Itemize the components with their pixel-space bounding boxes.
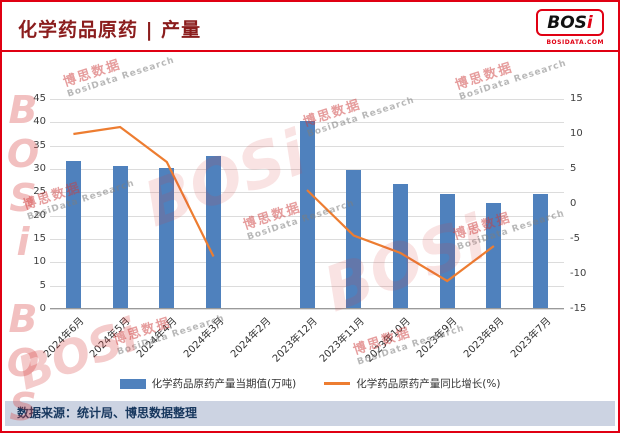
watermark-cn: 博思数据: [453, 60, 516, 94]
x-axis-labels: 2024年6月 2024年5月 2024年4月 2024年3月 2024年2月 2023年…: [42, 311, 564, 375]
legend-item-line: 化学药品原药产量同比增长(%): [324, 376, 500, 391]
x-axis-label: 2024年3月: [181, 315, 227, 361]
bosi-logo: BOS i: [536, 9, 604, 36]
x-axis-label: 2023年7月: [508, 315, 554, 361]
bar-2024年3月: [206, 156, 221, 308]
bar-series-swatch: [119, 378, 146, 389]
right-axis-tick: 15: [570, 93, 583, 104]
chart-legend: 化学药品原药产量当期值(万吨) 化学药品原药产量同比增长(%): [2, 376, 618, 391]
left-axis-tick: 35: [33, 139, 46, 151]
bar-2024年5月: [112, 165, 128, 308]
bar-series-label: 化学药品原药产量当期值(万吨): [151, 378, 297, 390]
left-axis-tick: 45: [33, 93, 46, 104]
right-axis-tick: 5: [570, 163, 577, 174]
bar-2023年7月: [533, 193, 549, 308]
logo-text-accent: i: [586, 12, 593, 33]
bar-2024年4月: [159, 168, 175, 308]
data-source-text: 数据来源：统计局、博思数据整理: [17, 406, 198, 420]
line-series-label: 化学药品原药产量同比增长(%): [356, 378, 501, 390]
header-divider: [2, 50, 618, 52]
x-axis-label: 2023年8月: [462, 315, 507, 361]
chart-plot-area: 0 5 10 15 20 25 30 35 40 45 -15 -10 -5 0 5 10 15: [33, 93, 586, 314]
x-axis-label: 2023年9月: [415, 315, 460, 361]
left-axis-tick: 5: [39, 279, 46, 291]
left-axis-tick: 25: [33, 186, 46, 198]
right-axis-tick: -15: [570, 303, 587, 314]
right-axis-tick: 0: [570, 198, 577, 209]
bar-2024年6月: [65, 161, 81, 308]
logo-text-main: BOS: [547, 12, 587, 33]
x-axis-label: 2023年12月: [270, 315, 320, 365]
left-axis-tick: 0: [39, 303, 46, 314]
gridline: [50, 309, 564, 310]
legend-item-bar: 化学药品原药产量当期值(万吨): [119, 376, 297, 391]
watermark-en: BosiData Research: [66, 55, 177, 100]
line-series-svg: [73, 125, 495, 283]
line-series-path: [73, 125, 495, 283]
left-axis-tick: 20: [33, 209, 46, 221]
right-axis-tick: -10: [570, 268, 587, 279]
page-title: 化学药品原药 | 产量: [18, 19, 202, 41]
bar-2023年8月: [486, 203, 502, 308]
logo-subtitle: BOSIDATA.COM: [546, 39, 604, 46]
bar-2023年12月: [299, 121, 315, 308]
x-axis-label: 2024年6月: [41, 315, 87, 361]
watermark-en: BosiData Research: [458, 58, 569, 103]
left-axis-tick: 15: [33, 233, 46, 244]
data-source-bar: 数据来源：统计局、博思数据整理: [5, 401, 615, 426]
x-axis-label: 2024年4月: [135, 315, 180, 361]
x-axis-label: 2023年10月: [364, 315, 414, 365]
right-axis-tick: 10: [570, 128, 583, 139]
right-axis-tick: -5: [570, 233, 580, 244]
left-axis-tick: 30: [33, 163, 46, 174]
gridline: [50, 99, 564, 100]
watermark-text: 博思数据 BosiData Research: [60, 37, 177, 100]
x-axis-label: 2024年5月: [88, 315, 133, 361]
bar-2023年11月: [346, 170, 362, 308]
left-axis-tick: 10: [33, 256, 46, 268]
left-axis-tick: 40: [33, 116, 46, 128]
bar-2023年10月: [393, 184, 408, 308]
watermark-cn: 博思数据: [61, 57, 124, 91]
x-axis-label: 2023年11月: [317, 315, 367, 365]
line-series-swatch: [324, 382, 351, 385]
x-axis-label: 2024年2月: [228, 315, 273, 361]
